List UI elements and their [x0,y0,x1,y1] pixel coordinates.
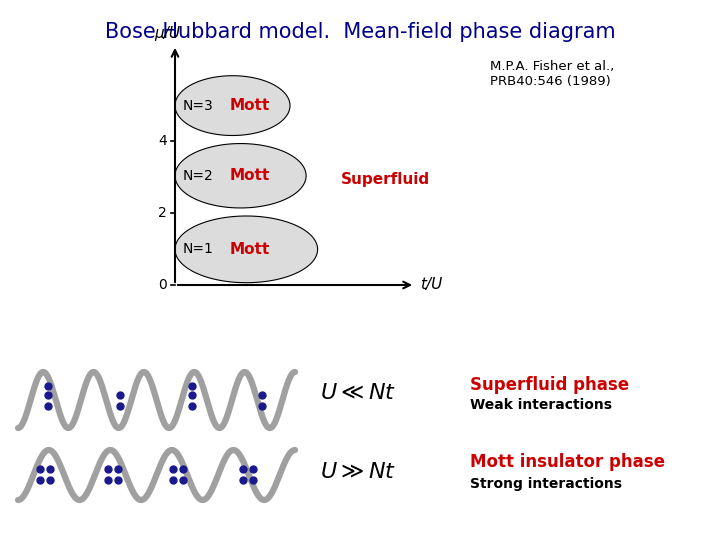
Text: Mott insulator phase: Mott insulator phase [470,453,665,471]
Text: $U \ll Nt$: $U \ll Nt$ [320,382,396,404]
Text: Superfluid: Superfluid [341,172,430,187]
Text: 0: 0 [158,278,167,292]
Text: N=3: N=3 [183,99,214,113]
Text: M.P.A. Fisher et al.,
PRB40:546 (1989): M.P.A. Fisher et al., PRB40:546 (1989) [490,60,614,88]
Text: Mott: Mott [230,242,270,257]
Text: Bose Hubbard model.  Mean-field phase diagram: Bose Hubbard model. Mean-field phase dia… [104,22,616,42]
Text: $U \gg Nt$: $U \gg Nt$ [320,461,396,483]
Polygon shape [175,144,306,208]
Text: Mott: Mott [230,98,270,113]
Text: t/U: t/U [420,278,442,293]
Text: N=2: N=2 [183,168,214,183]
Text: N=1: N=1 [183,242,214,256]
Text: 2: 2 [158,206,167,220]
Text: μ/U: μ/U [154,26,180,41]
Text: Mott: Mott [230,168,270,183]
Polygon shape [175,216,318,283]
Text: Superfluid phase: Superfluid phase [470,376,629,394]
Text: Strong interactions: Strong interactions [470,477,622,491]
Polygon shape [175,76,290,136]
Text: Weak interactions: Weak interactions [470,398,612,412]
Text: 4: 4 [158,134,167,149]
